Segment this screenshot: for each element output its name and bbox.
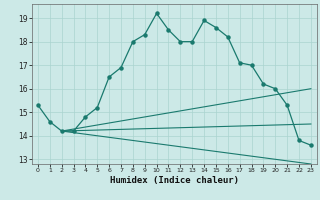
X-axis label: Humidex (Indice chaleur): Humidex (Indice chaleur) — [110, 176, 239, 185]
